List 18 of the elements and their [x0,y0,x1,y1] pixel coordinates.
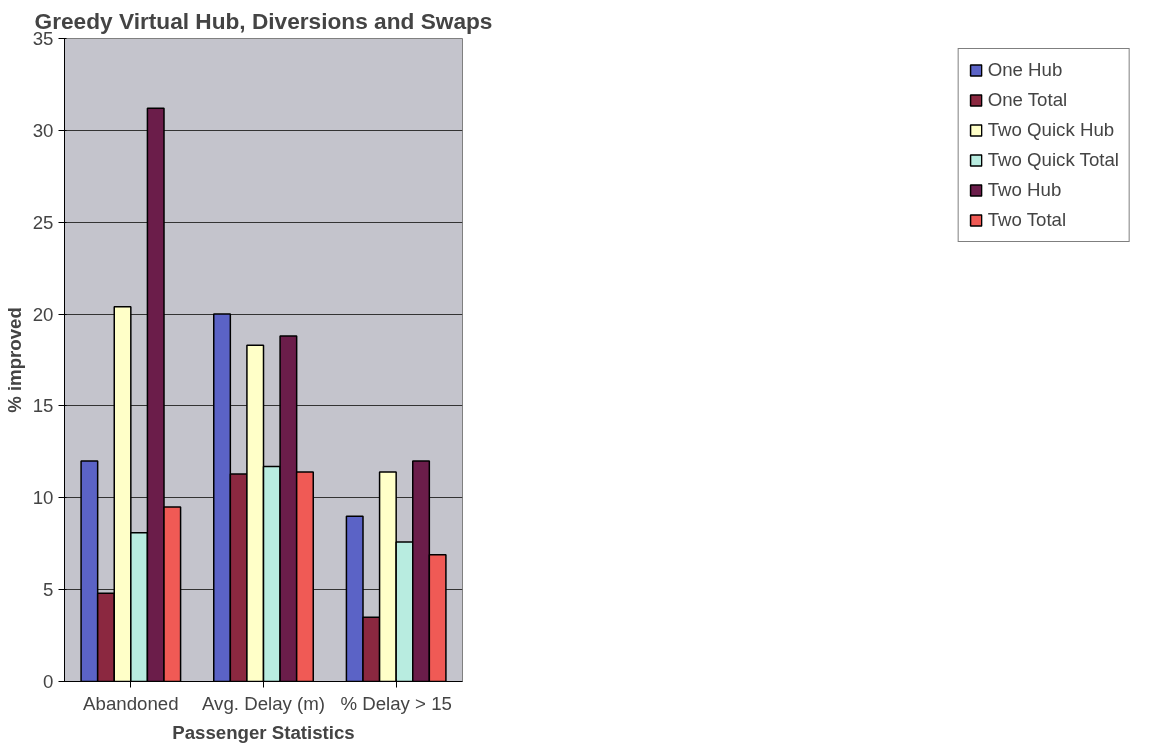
legend-label: Two Quick Total [987,149,1119,171]
y-axis-title: % improved [3,307,25,413]
x-tick-label: Abandoned [83,692,179,714]
y-tick-label: 30 [32,119,54,141]
legend-label: Two Total [987,209,1067,231]
y-tick-label: 20 [32,303,54,325]
y-tick-label: 25 [32,211,54,233]
y-tick-label: 5 [43,579,54,601]
y-tick-label: 10 [32,487,54,509]
x-tick-label: Avg. Delay (m) [201,692,326,714]
legend-label: One Total [987,89,1068,111]
y-tick-label: 0 [43,671,54,692]
legend-label: One Hub [987,59,1063,81]
x-tick-label: % Delay > 15 [340,692,452,714]
legend-label: Two Hub [987,179,1062,201]
legend-label: Two Quick Hub [987,119,1115,141]
y-tick-label: 15 [32,395,54,417]
x-axis-title: Passenger Statistics [172,721,355,743]
